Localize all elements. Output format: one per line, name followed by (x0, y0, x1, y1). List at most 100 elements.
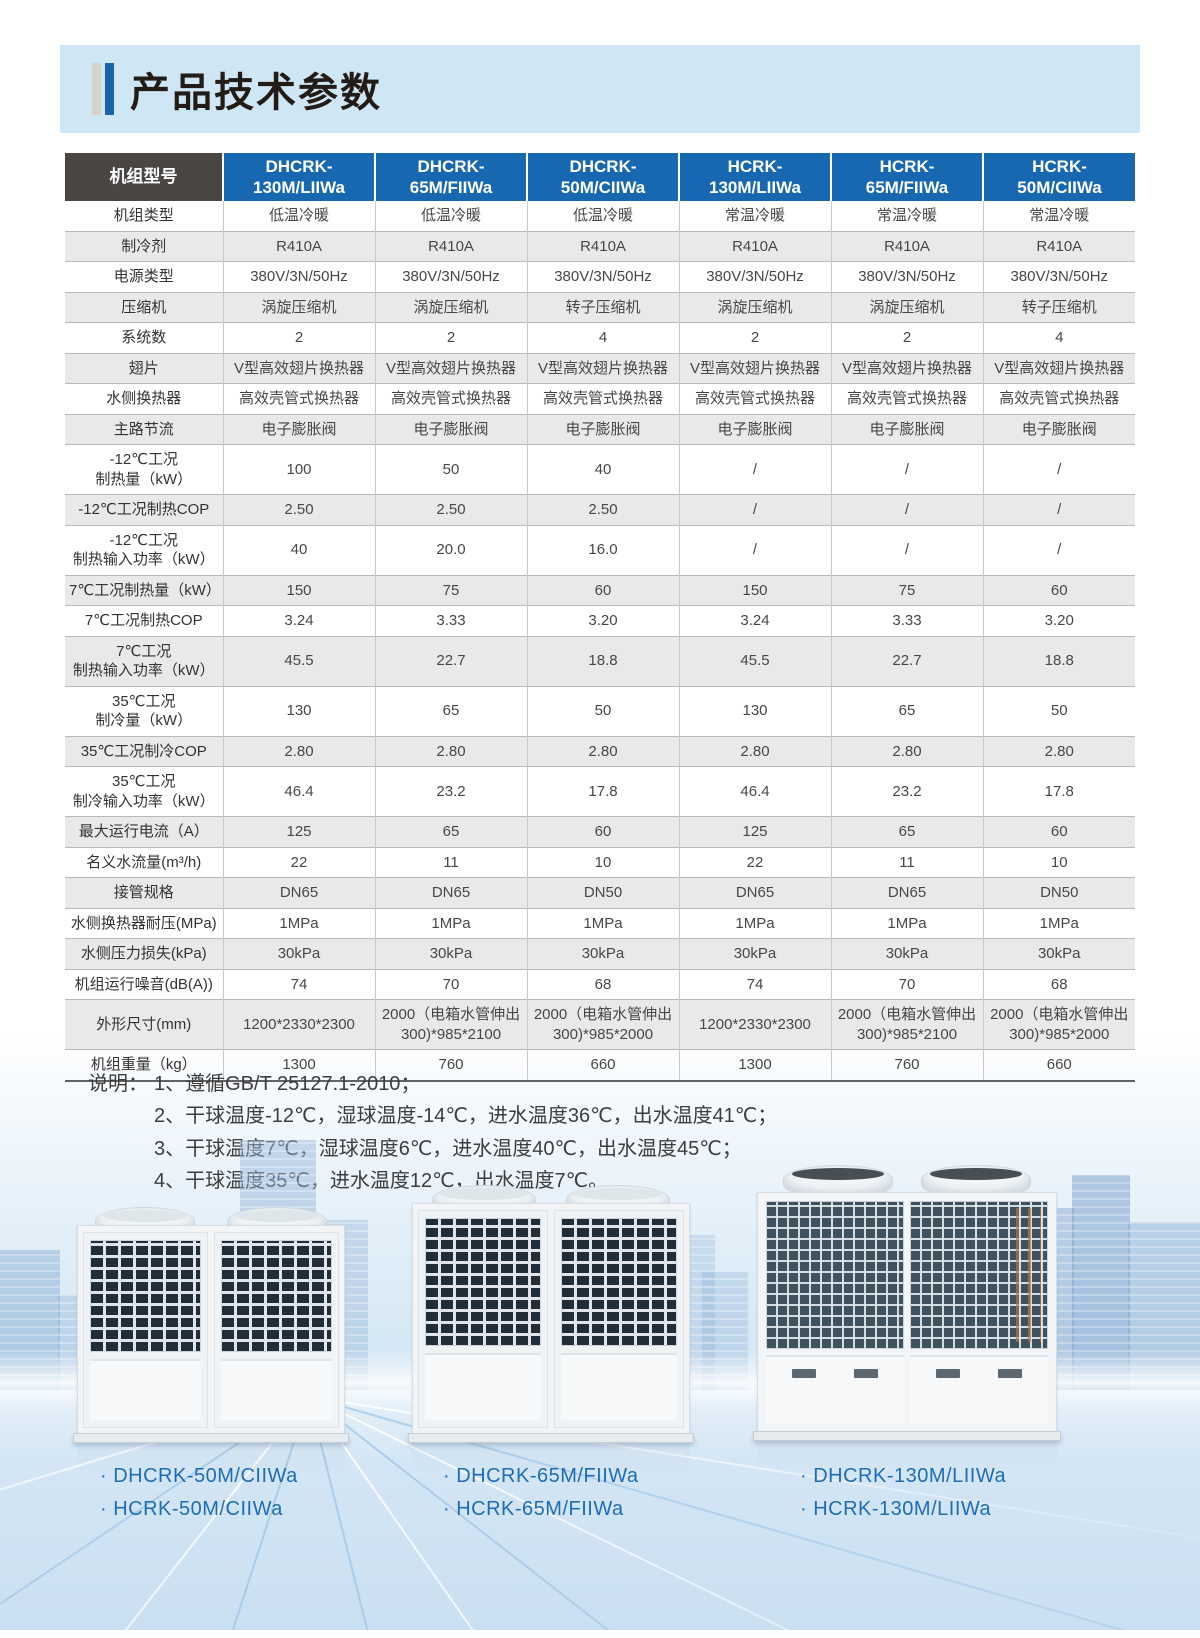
value-cell: 65 (374, 685, 527, 736)
product-label-130m: · DHCRK-130M/LIIWa · HCRK-130M/LIIWa (800, 1460, 1006, 1526)
product-model-line: · HCRK-130M/LIIWa (800, 1498, 992, 1520)
coil-grille (561, 1218, 677, 1346)
value-cell: 1MPa (678, 907, 831, 939)
value-cell: 150 (678, 574, 831, 606)
value-cell: / (982, 494, 1135, 525)
value-cell: 常温冷暖 (982, 201, 1135, 231)
title-accent-blue-bar (105, 63, 114, 115)
value-cell: 2.50 (222, 494, 375, 525)
product-model-line: · HCRK-50M/CIIWa (100, 1498, 283, 1520)
value-cell: / (982, 524, 1135, 575)
table-row: -12℃工况 制热输入功率（kW） 40 20.0 16.0// / (65, 524, 1135, 575)
value-cell: 3.24 (222, 605, 375, 636)
value-cell: 高效壳管式换热器 (830, 383, 983, 414)
unit-body (73, 1225, 349, 1443)
table-header-row: 机组型号 DHCRK- 130M/LIIWa DHCRK- 65M/FIIWa DHCRK… (65, 153, 1135, 201)
table-row: 水侧换热器 高效壳管式换热器 高效壳管式换热器 高效壳管式换热器 高效壳管式换热器 高效壳… (65, 383, 1135, 414)
value-cell: DN65 (678, 877, 831, 908)
model-name-line: HCRK- (879, 156, 935, 176)
table-row: 系统数 2 2 4 2 2 4 (65, 322, 1135, 353)
row-label: 35℃工况 制冷量（kW） (65, 685, 223, 736)
value-cell: 1300 (678, 1049, 831, 1082)
value-cell: / (678, 494, 831, 525)
table-row: 7℃工况 制热输入功率（kW） 45.5 22.7 18.8 45.5 22.7 18.8 (65, 635, 1135, 686)
col-header-model-4: HCRK- 65M/FIIWa (830, 153, 983, 201)
value-cell: 60 (982, 816, 1135, 847)
value-cell: 2 (222, 322, 375, 353)
value-cell: 电子膨胀阀 (222, 413, 375, 445)
table-row: 电源类型 380V/3N/50Hz 380V/3N/50Hz 380V/3N/50Hz… (65, 261, 1135, 292)
table-row: 名义水流量(m³/h) 22 11 10 22 11 10 (65, 846, 1135, 878)
coil-mesh (910, 1201, 1048, 1349)
row-label: 机组类型 (113, 207, 174, 224)
table-row: 7℃工况制热量（kW） 150 75 60 150 75 60 (65, 574, 1135, 606)
model-name-line: 50M/CIIWa (1017, 178, 1102, 197)
value-cell: 1MPa (374, 907, 527, 939)
row-label: 接管规格 (65, 877, 223, 908)
product-label-65m: · DHCRK-65M/FIIWa · HCRK-65M/FIIWa (443, 1460, 639, 1526)
value-cell: 1300 (222, 1049, 375, 1082)
value-cell: 电子膨胀阀 (678, 413, 831, 445)
row-label: 水侧换热器耐压(MPa) (65, 907, 223, 939)
spec-table: 机组型号 DHCRK- 130M/LIIWa DHCRK- 65M/FIIWa DHCRK… (65, 153, 1135, 1082)
col-header-model-2: DHCRK- 50M/CIIWa (526, 153, 679, 201)
model-name-line: 130M/LIIWa (709, 178, 801, 197)
model-name-line: 65M/FIIWa (409, 178, 493, 197)
value-cell: 380V/3N/50Hz (374, 261, 527, 292)
value-cell: 17.8 (526, 766, 679, 817)
col-header-model-0: DHCRK- 130M/LIIWa (222, 153, 375, 201)
value-cell: 75 (374, 574, 527, 606)
row-label: -12℃工况 制热量（kW） (65, 444, 223, 495)
value-cell: DN65 (222, 877, 375, 908)
table-row: 35℃工况 制冷量（kW） 130 65 50 130 65 50 (65, 685, 1135, 736)
value-cell: 125 (222, 816, 375, 847)
value-cell: 涡旋压缩机 (222, 291, 375, 323)
value-cell: 75 (830, 574, 983, 606)
col-header-model-3: HCRK- 130M/LIIWa (678, 153, 831, 201)
value-cell: 65 (374, 816, 527, 847)
row-label: 水侧换热器 (65, 383, 223, 414)
value-cell: DN50 (982, 877, 1135, 908)
value-cell: 1200*2330*2300 (678, 999, 831, 1050)
copper-pipes (1007, 1208, 1041, 1342)
value-cell: 40 (222, 524, 375, 575)
coil-grille (221, 1240, 332, 1352)
value-cell: 3.33 (374, 605, 527, 636)
vent-slot (936, 1369, 960, 1378)
unit-cabinet (83, 1232, 208, 1428)
model-name-line: 130M/LIIWa (253, 178, 345, 197)
value-cell: 2 (830, 322, 983, 353)
value-cell: 2.80 (374, 735, 527, 767)
note-item: 1、遵循GB/T 25127.1-2010； (154, 1073, 421, 1095)
product-unit-50m (73, 1207, 349, 1443)
value-cell: 22.7 (374, 635, 527, 686)
value-cell: / (678, 444, 831, 495)
value-cell: 60 (526, 574, 679, 606)
value-cell: 高效壳管式换热器 (222, 383, 375, 414)
value-cell: 65 (830, 685, 983, 736)
value-cell: 4 (982, 322, 1135, 353)
table-row: 机组重量（kg） 1300 760 660 1300 760 660 (65, 1049, 1135, 1082)
product-unit-65m (408, 1185, 694, 1443)
row-label: -12℃工况 制热输入功率（kW） (65, 524, 223, 575)
value-cell: 涡旋压缩机 (678, 291, 831, 323)
value-cell: 2000（电箱水管伸出300)*985*2100 (374, 999, 527, 1050)
value-cell: 1MPa (222, 907, 375, 939)
value-cell: 电子膨胀阀 (830, 413, 983, 445)
value-cell: DN50 (526, 877, 679, 908)
row-label: 电源类型 (65, 261, 223, 292)
value-cell: 22.7 (830, 635, 983, 686)
value-cell: 2.80 (526, 735, 679, 767)
unit-cabinet (214, 1232, 339, 1428)
unit-body (408, 1203, 694, 1443)
model-name-line: DHCRK- (265, 156, 333, 176)
value-cell: 高效壳管式换热器 (526, 383, 679, 414)
value-cell: / (982, 444, 1135, 495)
value-cell: 150 (222, 574, 375, 606)
row-label: 水侧压力损失(kPa) (65, 938, 223, 969)
value-cell: 23.2 (830, 766, 983, 817)
value-cell: 660 (526, 1049, 679, 1082)
value-cell: 2 (678, 322, 831, 353)
vent-slot (998, 1369, 1022, 1378)
table-row: 最大运行电流（A） 125 65 60 125 65 60 (65, 816, 1135, 847)
